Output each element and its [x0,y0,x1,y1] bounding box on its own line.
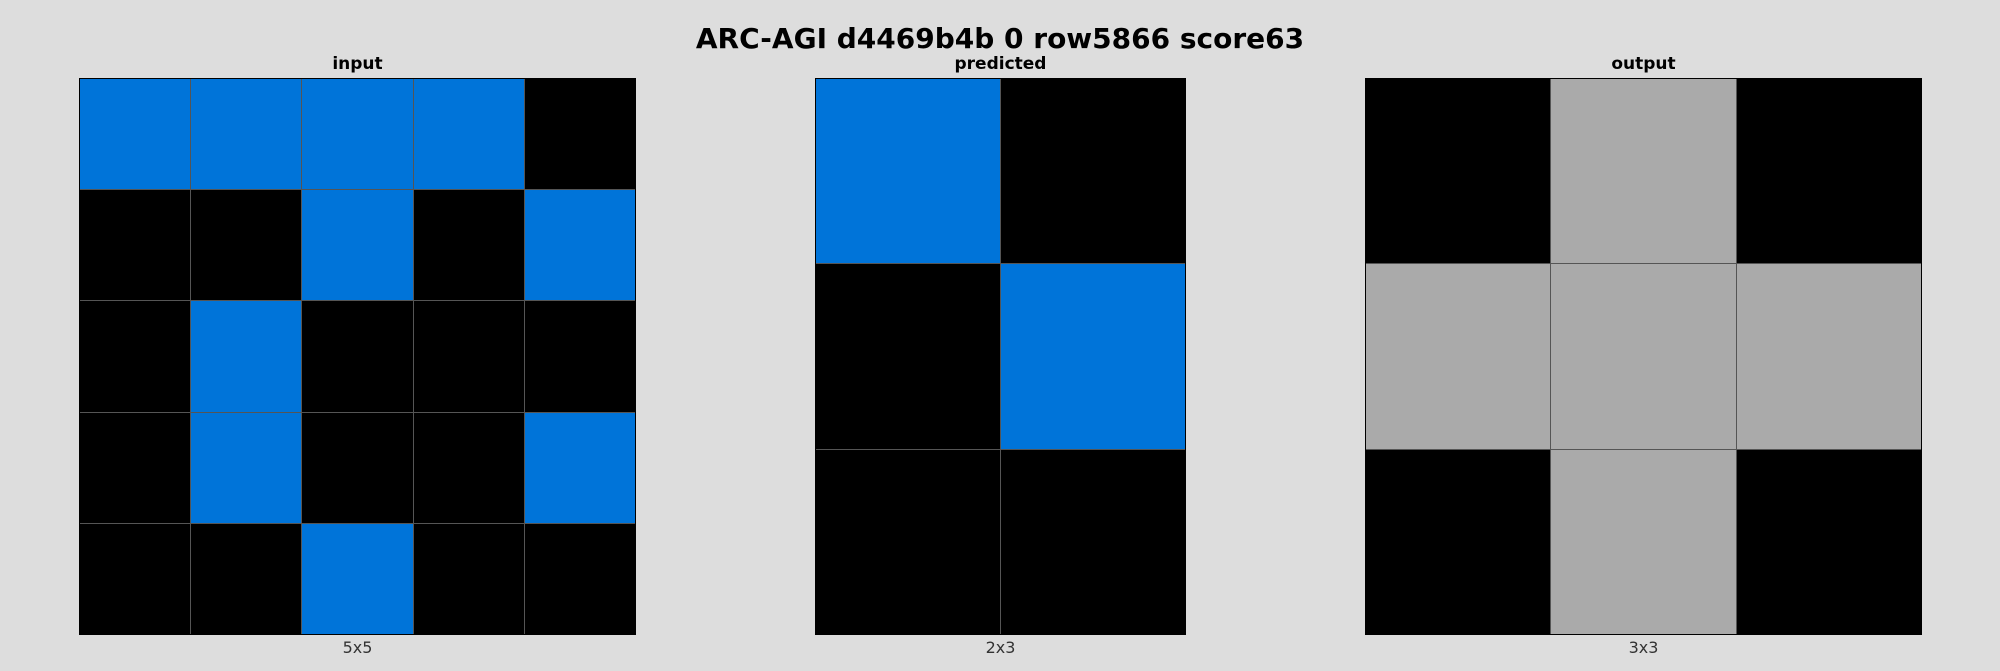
input-grid [79,78,636,635]
grid-cell [413,523,524,634]
grid-cell [1736,449,1921,634]
grid-cell [1551,264,1736,449]
grid-cell [80,412,191,523]
grid-cell [80,190,191,301]
grid-cell [1366,449,1551,634]
output-panel-size: 3x3 [1628,638,1659,657]
grid-cell [1736,79,1921,264]
grid-cell [816,449,1000,634]
grid-cell [191,190,302,301]
grid-cell [524,523,635,634]
grid-cell [1001,449,1185,634]
grid-cell [302,79,413,190]
grid-cell [413,301,524,412]
grid-cell [302,412,413,523]
grid-cell [524,79,635,190]
grid-cell [413,79,524,190]
grid-cell [524,301,635,412]
grid-cell [1366,264,1551,449]
grid-cell [80,301,191,412]
grid-cell [80,79,191,190]
grid-cell [302,190,413,301]
output-panel: output 3x3 [1365,52,1922,662]
grid-cell [302,301,413,412]
grid-cell [413,412,524,523]
grid-cell [1551,79,1736,264]
grid-cell [191,412,302,523]
grid-cell [524,190,635,301]
grid-cell [413,190,524,301]
figure-title: ARC-AGI d4469b4b 0 row5866 score63 [695,22,1305,55]
grid-cell [191,301,302,412]
predicted-panel-size: 2x3 [985,638,1016,657]
grid-cell [1366,79,1551,264]
predicted-grid [815,78,1186,635]
grid-cell [1001,264,1185,449]
grid-cell [816,79,1000,264]
grid-cell [524,412,635,523]
grid-cell [80,523,191,634]
input-panel-label: input [332,54,383,74]
grid-cell [816,264,1000,449]
grid-cell [302,523,413,634]
grid-cell [1001,79,1185,264]
output-panel-label: output [1611,54,1676,74]
predicted-panel-label: predicted [954,54,1047,74]
grid-cell [191,523,302,634]
grid-cell [1551,449,1736,634]
input-panel: input 5x5 [79,52,636,662]
output-grid [1365,78,1922,635]
grid-cell [1736,264,1921,449]
predicted-panel: predicted 2x3 [815,52,1186,662]
grid-cell [191,79,302,190]
input-panel-size: 5x5 [342,638,373,657]
